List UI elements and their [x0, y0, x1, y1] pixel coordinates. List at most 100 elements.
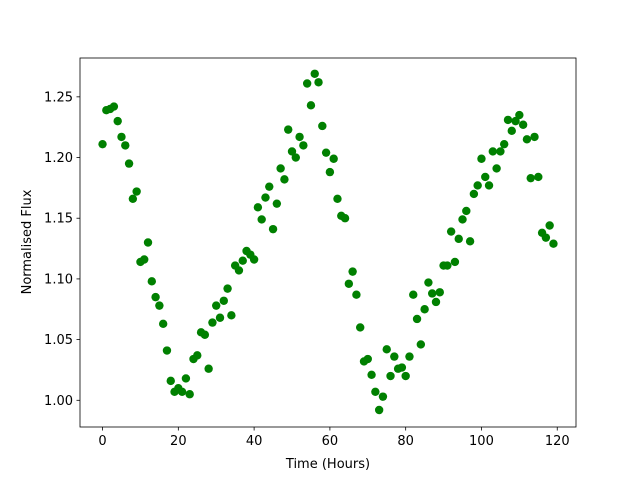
point: [462, 206, 471, 216]
point: [522, 135, 532, 144]
point: [265, 182, 274, 191]
point: [204, 364, 213, 373]
point: [253, 203, 263, 212]
point: [420, 305, 429, 314]
x-tick-label: 40: [246, 434, 263, 449]
point: [409, 290, 418, 299]
y-tick-label: 1.10: [44, 272, 73, 287]
point: [215, 313, 225, 322]
point: [212, 301, 221, 310]
point: [443, 261, 452, 270]
point: [181, 374, 191, 383]
point: [431, 297, 441, 307]
point: [310, 69, 319, 78]
point: [515, 110, 524, 120]
y-tick-label: 1.00: [44, 394, 73, 409]
point: [496, 147, 505, 156]
point: [238, 256, 247, 265]
point: [261, 193, 270, 202]
point: [534, 172, 543, 182]
point: [454, 234, 463, 244]
point: [367, 370, 376, 380]
point: [155, 301, 164, 310]
point: [446, 227, 456, 236]
point: [492, 164, 501, 173]
x-axis-label: Time (Hours): [285, 457, 370, 472]
point: [428, 289, 437, 298]
point: [257, 215, 266, 224]
point: [299, 141, 308, 150]
point: [140, 255, 149, 264]
point: [473, 181, 482, 190]
point: [200, 330, 210, 339]
point: [416, 340, 426, 349]
x-tick-label: 20: [170, 434, 187, 449]
point: [458, 215, 467, 224]
point: [117, 132, 126, 142]
point: [109, 102, 119, 111]
point: [363, 354, 372, 364]
x-tick-label: 60: [322, 434, 339, 449]
point: [325, 167, 335, 177]
point: [234, 266, 244, 275]
plot-frame: [79, 57, 577, 428]
point: [287, 147, 297, 156]
point: [374, 405, 384, 415]
point: [465, 237, 475, 246]
point: [450, 257, 460, 267]
point: [477, 154, 486, 163]
point: [276, 164, 285, 173]
point: [401, 371, 410, 381]
point: [249, 255, 259, 264]
point: [306, 101, 316, 110]
point: [208, 318, 217, 327]
point: [98, 139, 107, 149]
point: [340, 214, 350, 223]
point: [185, 390, 194, 399]
point: [143, 238, 153, 247]
point: [371, 387, 380, 396]
point: [333, 194, 342, 204]
point: [329, 154, 338, 163]
point: [132, 187, 141, 196]
point: [378, 392, 388, 401]
point: [518, 120, 528, 129]
point: [526, 173, 535, 183]
point: [503, 115, 513, 125]
point: [121, 141, 130, 150]
point: [545, 221, 554, 230]
point: [382, 345, 391, 354]
point: [344, 279, 354, 288]
point: [390, 352, 399, 361]
point: [223, 284, 232, 293]
point: [314, 78, 323, 87]
point: [424, 278, 433, 287]
point: [321, 148, 331, 157]
point: [405, 352, 414, 361]
point: [151, 292, 160, 302]
point: [530, 132, 539, 142]
point: [481, 172, 490, 182]
point: [227, 311, 236, 320]
point: [511, 116, 520, 126]
point: [162, 346, 172, 355]
point: [352, 290, 361, 299]
point: [147, 277, 157, 286]
x-tick-label: 80: [397, 434, 414, 449]
y-tick-label: 1.20: [44, 151, 73, 166]
point: [272, 199, 282, 208]
point: [295, 132, 304, 142]
point: [158, 319, 168, 329]
point: [348, 267, 357, 276]
x-tick-label: 0: [98, 434, 106, 449]
point: [124, 159, 134, 168]
point: [488, 147, 498, 156]
x-tick-label: 120: [545, 434, 570, 449]
point: [549, 239, 558, 248]
x-tick-label: 100: [469, 434, 494, 449]
point: [469, 189, 479, 199]
point: [219, 296, 228, 305]
point: [302, 79, 312, 88]
point: [113, 116, 122, 126]
point: [412, 314, 422, 324]
